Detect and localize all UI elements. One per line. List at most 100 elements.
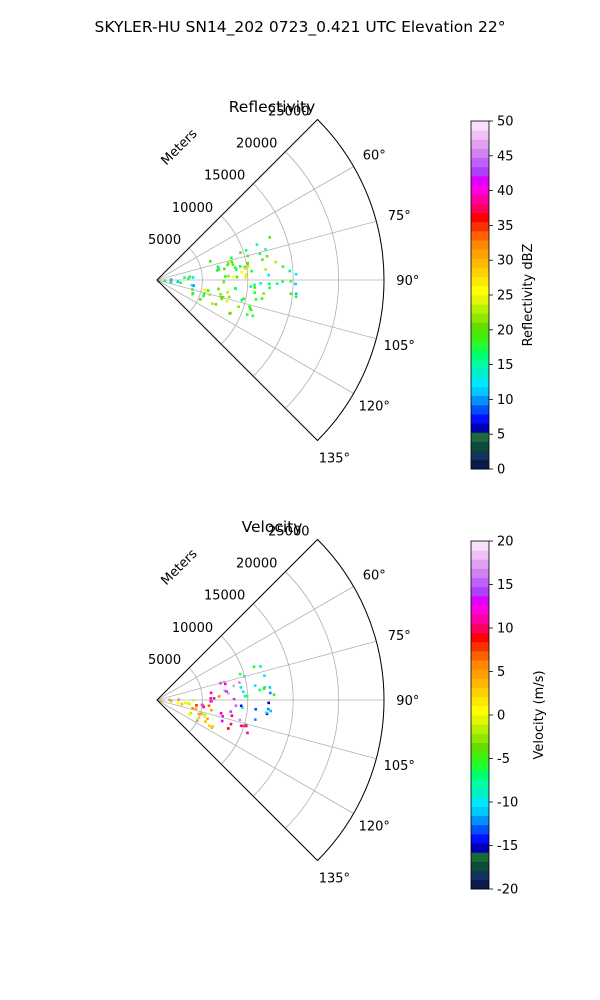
range-tick-label: 25000 <box>268 104 309 119</box>
azimuth-tick-label: 75° <box>388 629 411 644</box>
colorbar-tick-label: 0 <box>497 709 505 724</box>
range-axis-label: Meters <box>159 126 201 168</box>
colorbar-bin <box>471 843 489 853</box>
colorbar-bin <box>471 221 489 232</box>
colorbar-label: Reflectivity dBZ <box>521 244 536 347</box>
colorbar-bin <box>471 742 489 753</box>
velocity-colorbar: -20 -15 -10 -5 0 5 10 15 20 <box>470 535 518 898</box>
echo-region-inner-band <box>195 691 221 712</box>
colorbar-bin <box>471 349 489 360</box>
reflectivity-colorbar: 0 5 10 15 20 25 30 35 40 45 50 <box>470 115 514 478</box>
colorbar-bin <box>471 870 489 881</box>
colorbar-bin <box>471 285 489 296</box>
colorbar-bin <box>471 815 489 826</box>
colorbar-bin <box>471 368 489 378</box>
range-axis-label: Meters <box>159 546 201 588</box>
colorbar-bin <box>471 386 489 397</box>
colorbar-tick-label: -5 <box>497 752 510 767</box>
colorbar-bin <box>471 568 489 579</box>
azimuth-tick-label: 105° <box>384 339 415 354</box>
azimuth-spoke <box>156 640 377 701</box>
colorbar-bin <box>471 276 489 287</box>
colorbar-bin <box>471 450 489 461</box>
colorbar-bin <box>471 559 489 569</box>
colorbar-bin <box>471 586 489 597</box>
colorbar-bin <box>471 166 489 177</box>
polar-grid <box>156 538 385 862</box>
colorbar-tick-label: -20 <box>497 883 518 898</box>
colorbar-bin <box>471 779 489 789</box>
colorbar-bin <box>471 669 489 679</box>
colorbar-bin <box>471 441 489 452</box>
colorbar-bin <box>471 148 489 159</box>
sector-frame <box>156 118 385 442</box>
colorbar-bin <box>471 331 489 342</box>
azimuth-tick-label: 135° <box>319 871 350 886</box>
colorbar-tick-label: -10 <box>497 796 518 811</box>
colorbar-bin <box>471 632 489 643</box>
colorbar-bin <box>471 861 489 872</box>
colorbar-bin <box>471 212 489 223</box>
colorbar-bin <box>471 724 489 734</box>
colorbar-bin <box>471 605 489 615</box>
colorbar-bin <box>471 267 489 278</box>
range-tick-label: 25000 <box>268 524 309 539</box>
colorbar-bin <box>471 769 489 780</box>
azimuth-tick-label: 120° <box>359 399 390 414</box>
colorbar-tick-label: 50 <box>497 115 514 130</box>
colorbar-bin <box>471 359 489 369</box>
polar-grid <box>156 118 385 442</box>
azimuth-tick-label: 135° <box>319 451 350 466</box>
colorbar-bin <box>471 459 489 470</box>
colorbar-bin <box>471 423 489 433</box>
colorbar-bin <box>471 550 489 560</box>
colorbar-bin <box>471 139 489 149</box>
range-tick-label: 10000 <box>172 621 213 636</box>
echo-region-magenta-arc <box>219 680 242 726</box>
colorbar-bin <box>471 194 489 204</box>
colorbar-tick-label: 45 <box>497 149 514 164</box>
colorbar-tick-label: 40 <box>497 184 514 199</box>
colorbar-bin <box>471 641 489 652</box>
colorbar-bin <box>471 395 489 406</box>
echo-region-cyan-mid <box>239 701 272 721</box>
echo-data <box>157 236 298 318</box>
colorbar-bin <box>471 157 489 168</box>
echo-region-mid-band <box>217 279 271 295</box>
figure-title: SKYLER-HU SN14_202 0723_0.421 UTC Elevat… <box>95 18 506 37</box>
colorbar-bin <box>471 824 489 835</box>
azimuth-spoke <box>156 586 354 701</box>
colorbar-tick-label: 5 <box>497 428 505 443</box>
colorbar-tick-label: 20 <box>497 535 514 550</box>
azimuth-tick-label: 90° <box>396 274 419 289</box>
colorbar-bin <box>471 203 489 213</box>
azimuth-tick-label: 60° <box>363 569 386 584</box>
colorbar-bin <box>471 432 489 442</box>
azimuth-spoke <box>156 220 377 281</box>
colorbar-bin <box>471 797 489 807</box>
azimuth-tick-label: 120° <box>359 819 390 834</box>
colorbar-bin <box>471 185 489 195</box>
colorbar-bin <box>471 678 489 688</box>
azimuth-tick-label: 60° <box>363 149 386 164</box>
azimuth-spoke <box>156 699 354 814</box>
colorbar-bin <box>471 304 489 314</box>
azimuth-spoke <box>156 279 354 394</box>
range-tick-label: 15000 <box>204 169 245 184</box>
colorbar-bin <box>471 130 489 140</box>
range-tick-label: 20000 <box>236 557 277 572</box>
colorbar-bin <box>471 377 489 387</box>
sector-frame <box>156 538 385 862</box>
echo-region-scattered-east <box>267 269 298 298</box>
colorbar-bin <box>471 614 489 624</box>
colorbar-tick-label: 10 <box>497 622 514 637</box>
colorbar-bin <box>471 313 489 323</box>
azimuth-spoke <box>156 699 377 760</box>
colorbar-bin <box>471 577 489 588</box>
range-tick-label: 10000 <box>172 201 213 216</box>
echo-region-south-band <box>190 288 264 318</box>
colorbar-tick-label: -15 <box>497 839 518 854</box>
colorbar-tick-label: 0 <box>497 463 505 478</box>
colorbar-bin <box>471 879 489 890</box>
